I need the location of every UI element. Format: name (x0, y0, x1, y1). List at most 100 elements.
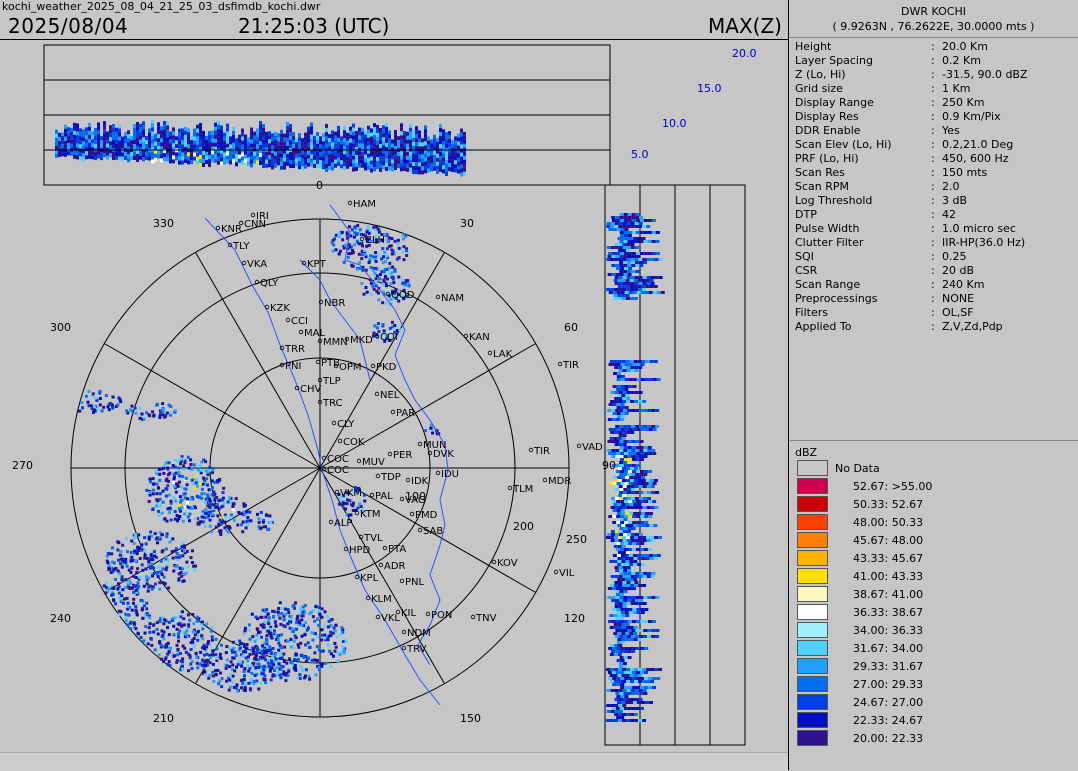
echo-cell (158, 581, 162, 585)
echo-cell (146, 642, 150, 646)
echo-cell (85, 135, 88, 140)
echo-cell (166, 466, 170, 470)
legend-label: 43.33: 45.67 (853, 552, 924, 565)
echo-cell (430, 159, 433, 164)
echo-cell (303, 676, 307, 680)
echo-cell (145, 601, 149, 605)
echo-cell (646, 497, 651, 500)
echo-cell (265, 143, 268, 148)
echo-cell (289, 645, 293, 649)
echo-cell (636, 554, 641, 557)
height-label-15: 15.0 (697, 82, 722, 95)
echo-cell (637, 237, 642, 240)
echo-cell (623, 455, 628, 458)
echo-cell (316, 635, 320, 638)
echo-cell (463, 163, 466, 168)
echo-cell (630, 689, 635, 692)
echo-cell (283, 145, 286, 150)
echo-cell (636, 677, 641, 680)
echo-cell (185, 633, 189, 637)
echo-cell (338, 651, 342, 655)
echo-cell (130, 156, 133, 161)
echo-cell (300, 618, 304, 622)
echo-cell (621, 415, 626, 418)
echo-cell (325, 159, 328, 164)
echo-cell (352, 159, 355, 164)
echo-cell (347, 243, 351, 247)
echo-cell (621, 623, 626, 626)
echo-cell (609, 560, 614, 563)
echo-cell (127, 134, 130, 139)
echo-cell (164, 479, 168, 483)
echo-cell (651, 231, 656, 234)
echo-cell (622, 366, 627, 369)
echo-cell (203, 659, 207, 663)
echo-cell (202, 154, 205, 159)
echo-cell (356, 506, 360, 510)
product-name: MAX(Z) (708, 14, 782, 38)
echo-cell (626, 282, 631, 285)
echo-cell (636, 701, 641, 704)
echo-cell (272, 615, 275, 619)
place-label: KOV (497, 558, 518, 569)
echo-cell (323, 633, 327, 637)
echo-cell (141, 568, 145, 572)
echo-cell (277, 133, 280, 138)
echo-cell (643, 635, 648, 638)
echo-cell (267, 619, 270, 623)
echo-cell (144, 575, 148, 579)
echo-cell (342, 246, 346, 250)
echo-cell (343, 138, 346, 143)
echo-cell (217, 132, 220, 137)
echo-cell (626, 698, 631, 701)
echo-cell (131, 558, 135, 562)
echo-cell (639, 409, 644, 412)
echo-cell (616, 385, 621, 388)
echo-cell (228, 646, 232, 650)
echo-cell (639, 455, 644, 458)
echo-cell (620, 683, 625, 686)
echo-cell (405, 247, 408, 251)
echo-cell (632, 647, 637, 650)
echo-cell (289, 152, 292, 157)
echo-cell (630, 584, 635, 587)
echo-cell (427, 140, 430, 145)
echo-cell (280, 149, 283, 154)
echo-cell (349, 146, 352, 151)
echo-cell (633, 297, 638, 300)
echo-cell (280, 141, 283, 146)
echo-cell (268, 514, 272, 518)
echo-cell (633, 674, 638, 677)
echo-cell (147, 537, 151, 541)
echo-cell (64, 144, 67, 149)
echo-cell (355, 166, 358, 171)
place-label: LAK (493, 349, 513, 360)
echo-cell (629, 524, 634, 527)
echo-cell (385, 146, 388, 151)
echo-cell (619, 234, 624, 237)
place-dot (417, 527, 423, 533)
echo-cell (439, 164, 442, 169)
echo-cell (136, 149, 139, 154)
echo-cell (238, 646, 242, 650)
echo-cell (304, 136, 307, 141)
echo-cell (376, 322, 380, 325)
echo-cell (409, 131, 412, 136)
echo-cell (607, 671, 612, 674)
echo-cell (251, 652, 255, 656)
echo-cell (126, 604, 130, 608)
echo-cell (622, 397, 627, 400)
echo-cell (175, 136, 178, 141)
echo-cell (634, 506, 639, 509)
echo-cell (236, 663, 240, 667)
echo-cell (227, 688, 231, 692)
echo-cell (614, 668, 619, 671)
echo-cell (205, 483, 209, 487)
echo-cell (331, 142, 334, 147)
echo-cell (214, 653, 218, 657)
echo-cell (624, 482, 629, 485)
echo-cell (451, 167, 454, 172)
echo-cell (132, 574, 136, 578)
echo-cell (289, 144, 292, 149)
echo-cell (55, 133, 58, 138)
